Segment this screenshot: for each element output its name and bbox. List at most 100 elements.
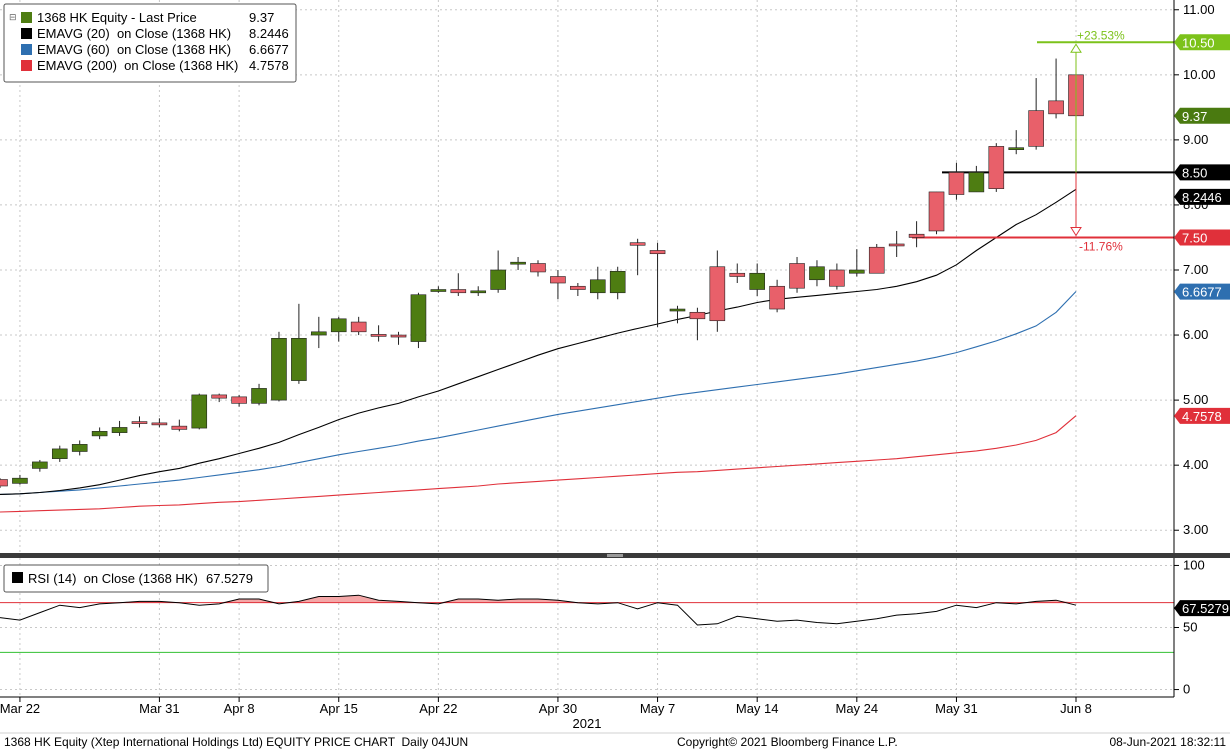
level-tag-high-bg (1174, 34, 1230, 51)
last-price-tag-bg (1174, 107, 1230, 124)
date-axis-tick-label: May 7 (640, 701, 675, 716)
level-tag-high-label: 10.50 (1182, 35, 1215, 50)
ema20-tag-bg (1174, 188, 1230, 205)
candlestick (1048, 58, 1064, 119)
candle-body-down (171, 425, 188, 430)
level-tag-low-label: 7.50 (1182, 230, 1207, 245)
candle-body-up (191, 394, 208, 429)
rsi-legend-value: 67.5279 (206, 571, 253, 586)
candle-body-up (589, 279, 606, 294)
date-axis: Mar 22 Mar 31 Apr 8 Apr 15 Apr 22 Apr 30 May 7… (0, 697, 1092, 716)
ema-60-line (0, 291, 1077, 495)
candle-body-down (570, 285, 586, 290)
candlestick (550, 269, 566, 300)
legend-collapse-icon[interactable]: ⊟ (9, 12, 17, 22)
legend-swatch-ema60 (21, 44, 32, 55)
downside-pct-label: -11.76% (1079, 239, 1123, 253)
candle-body-up (968, 172, 985, 193)
candle-body-up (330, 318, 347, 333)
last-price-tag: 9.37 (1174, 107, 1230, 124)
candle-body-up (1008, 147, 1025, 150)
candlestick (849, 249, 865, 277)
candlestick (430, 286, 447, 293)
rsi-line (0, 594, 1077, 626)
candle-body-down (550, 276, 566, 284)
candle-body-down (829, 269, 845, 287)
candlestick (629, 238, 646, 276)
candlestick (211, 393, 227, 403)
legend-swatch-last-price (21, 12, 32, 23)
candle-body-up (490, 269, 506, 290)
candle-body-up (71, 444, 88, 452)
ema-200-line (0, 415, 1077, 513)
candlestick (111, 420, 128, 436)
candle-body-down (908, 233, 925, 238)
candle-body-down (131, 421, 148, 424)
panel-resize-handle[interactable] (607, 554, 623, 557)
ema60-tag: 6.6677 (1174, 283, 1230, 300)
candlestick (829, 263, 845, 290)
candlestick (948, 162, 965, 200)
candle-body-up (51, 448, 68, 459)
price-axis-tick-label: 9.00 (1183, 132, 1208, 147)
candle-body-up (311, 331, 327, 336)
candle-body-down (888, 243, 905, 247)
price-axis-tick-label: 5.00 (1183, 392, 1208, 407)
rsi-axis-tag: 67.5279 (1174, 600, 1230, 617)
ema-200-path (0, 415, 1077, 513)
candle-body-up (291, 338, 307, 381)
price-axis-tags: 10.50 8.50 7.50 9.37 8.2446 6.6677 4.7578 (1174, 34, 1230, 424)
candlestick (968, 165, 985, 193)
legend-ema60-label: EMAVG (60) on Close (1368 HK) (37, 42, 231, 57)
rsi-axis: 100 50 0 (1174, 557, 1205, 697)
legend-last-price-label: 1368 HK Equity - Last Price (37, 10, 197, 25)
candle-body-up (749, 272, 765, 290)
price-axis-tick-label: 6.00 (1183, 327, 1208, 342)
date-axis-tick-label: May 31 (935, 701, 978, 716)
candle-body-up (809, 266, 825, 281)
candlestick (868, 243, 885, 274)
level-tag-high: 10.50 (1174, 34, 1230, 51)
candle-body-down (350, 321, 367, 333)
legend-box (3, 3, 297, 83)
date-axis-tick-label: Apr 30 (539, 701, 577, 716)
rsi-last-tag-label: 67.5279 (1182, 601, 1229, 616)
candlestick (131, 416, 148, 428)
rsi-legend-box (3, 564, 269, 593)
price-axis-tick-label: 4.00 (1183, 457, 1208, 472)
rsi-last-tag: 67.5279 (1174, 600, 1230, 617)
legend-ema200-label: EMAVG (200) on Close (1368 HK) (37, 58, 238, 73)
candlestick (171, 419, 188, 432)
date-axis-tick-label: Mar 31 (139, 701, 179, 716)
candlestick (91, 427, 108, 440)
candle-body-down (530, 263, 546, 273)
candle-body-up (410, 294, 427, 342)
candlestick (510, 256, 526, 270)
candlestick (12, 474, 28, 485)
rsi-legend: RSI (14) on Close (1368 HK) 67.5279 (3, 564, 269, 593)
ema20-tag: 8.2446 (1174, 188, 1230, 205)
candlestick (589, 266, 606, 300)
candle-body-up (609, 270, 626, 294)
candlestick (530, 260, 546, 277)
rsi-legend-swatch (12, 572, 23, 583)
candlestick (789, 256, 805, 293)
level-tag-low: 7.50 (1174, 229, 1230, 246)
candle-body-up (510, 261, 526, 265)
rsi-overbought-area (0, 595, 1076, 603)
candlestick (71, 440, 88, 456)
candlestick (888, 230, 905, 257)
date-axis-tick-label: Mar 22 (0, 701, 40, 716)
candlestick (51, 445, 68, 462)
candlestick (1028, 78, 1044, 150)
candle-body-down (769, 285, 785, 310)
candlestick (709, 250, 726, 332)
price-axis-tick-label: 3.00 (1183, 522, 1208, 537)
candle-body-down (390, 334, 407, 338)
candle-body-up (111, 427, 128, 433)
last-price-tag-label: 9.37 (1182, 109, 1207, 124)
candlestick (231, 394, 247, 407)
